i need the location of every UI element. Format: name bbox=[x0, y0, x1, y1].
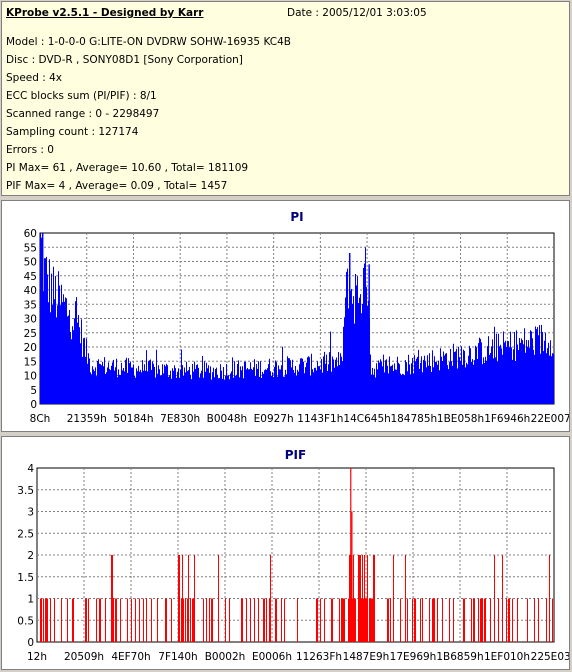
y-tick-label: 55 bbox=[24, 242, 37, 254]
y-tick-label: 35 bbox=[24, 299, 37, 311]
scan-date: Date : 2005/12/01 3:03:05 bbox=[287, 7, 427, 19]
x-tick-label: 1487E9h bbox=[343, 651, 390, 663]
info-ecc-blocks: ECC blocks sum (PI/PIF) : 8/1 bbox=[6, 90, 157, 102]
plot-frame-1 bbox=[36, 467, 555, 643]
y-tick-label: 15 bbox=[24, 356, 37, 368]
info-disc: Disc : DVD-R , SONY08D1 [Sony Corporatio… bbox=[6, 54, 243, 66]
x-tick-label: E0927h bbox=[254, 413, 294, 425]
x-tick-label: 22E007h bbox=[531, 413, 569, 425]
pi-bar-series bbox=[40, 233, 554, 404]
x-tick-label: 1BE058h bbox=[437, 413, 484, 425]
x-tick-label: 4EF70h bbox=[111, 651, 150, 663]
y-tick-label: 4 bbox=[27, 463, 34, 475]
y-tick-label: 2 bbox=[27, 550, 34, 562]
x-tick-label: 21359h bbox=[67, 413, 107, 425]
info-panel: KProbe v2.5.1 - Designed by Karr Date : … bbox=[1, 1, 570, 196]
x-tick-label: 17E969h bbox=[390, 651, 437, 663]
info-pi-summary: PI Max= 61 , Average= 10.60 , Total= 181… bbox=[6, 162, 249, 174]
app-title: KProbe v2.5.1 - Designed by Karr bbox=[6, 7, 204, 19]
y-tick-label: 0 bbox=[27, 637, 34, 649]
pif-bars bbox=[40, 468, 553, 642]
y-tick-label: 30 bbox=[24, 314, 37, 326]
y-tick-label: 45 bbox=[24, 271, 37, 283]
y-tick-label: 20 bbox=[24, 342, 37, 354]
info-model: Model : 1-0-0-0 G:LITE-ON DVDRW SOHW-169… bbox=[6, 36, 291, 48]
y-tick-label: 0.5 bbox=[17, 615, 34, 627]
x-tick-label: 225E03h bbox=[531, 651, 569, 663]
x-tick-label: 20509h bbox=[64, 651, 104, 663]
x-tick-label: 184785h bbox=[390, 413, 437, 425]
plot-area-1 bbox=[36, 467, 555, 643]
x-tick-label: 11263Fh bbox=[296, 651, 342, 663]
y-tick-label: 3.5 bbox=[17, 485, 34, 497]
y-tick-label: 60 bbox=[24, 228, 37, 240]
pi-bars bbox=[40, 233, 554, 404]
x-tick-label: 8Ch bbox=[30, 413, 51, 425]
x-tick-label: 7F140h bbox=[158, 651, 197, 663]
x-tick-label: E0006h bbox=[252, 651, 292, 663]
y-tick-label: 50 bbox=[24, 257, 37, 269]
y-tick-label: 0 bbox=[30, 399, 37, 411]
pi-chart-panel: PI 0 5 10 15 20 25 30 35 40 45 50 55 60 8Ch 21359h 50184… bbox=[1, 200, 570, 432]
x-tick-label: B0002h bbox=[205, 651, 246, 663]
y-tick-label: 1.5 bbox=[17, 572, 34, 584]
chart-title-0: PI bbox=[290, 210, 303, 224]
pif-chart-panel: PIF 0 0.5 1 1.5 2 2.5 3 3.5 4 12h 20509h 4EF70h 7F140… bbox=[1, 436, 570, 670]
plot-area-0 bbox=[39, 232, 555, 405]
x-tick-label: 7E830h bbox=[160, 413, 200, 425]
y-tick-label: 40 bbox=[24, 285, 37, 297]
x-tick-label: 1EF010h bbox=[484, 651, 530, 663]
y-tick-label: 2.5 bbox=[17, 528, 34, 540]
y-tick-label: 25 bbox=[24, 328, 37, 340]
info-errors: Errors : 0 bbox=[6, 144, 54, 156]
x-tick-label: 1F6946h bbox=[484, 413, 530, 425]
y-tick-label: 3 bbox=[27, 507, 34, 519]
pif-chart: PIF 0 0.5 1 1.5 2 2.5 3 3.5 4 12h 20509h 4EF70h 7F140… bbox=[17, 448, 569, 663]
pi-chart: PI 0 5 10 15 20 25 30 35 40 45 50 55 60 8Ch 21359h 50184… bbox=[24, 210, 569, 425]
x-tick-label: 1143F1h bbox=[297, 413, 343, 425]
x-tick-label: 1B6859h bbox=[436, 651, 483, 663]
y-tick-label: 1 bbox=[27, 594, 34, 606]
info-speed: Speed : 4x bbox=[6, 72, 63, 84]
info-scanned-range: Scanned range : 0 - 2298497 bbox=[6, 108, 160, 120]
x-tick-label: B0048h bbox=[207, 413, 248, 425]
chart-title-1: PIF bbox=[285, 448, 306, 462]
y-tick-label: 10 bbox=[24, 371, 37, 383]
x-tick-label: 12h bbox=[27, 651, 47, 663]
y-tick-label: 5 bbox=[30, 385, 37, 397]
info-pif-summary: PIF Max= 4 , Average= 0.09 , Total= 1457 bbox=[6, 180, 228, 192]
info-sampling-count: Sampling count : 127174 bbox=[6, 126, 139, 138]
x-tick-label: 50184h bbox=[113, 413, 153, 425]
x-tick-label: 14C645h bbox=[343, 413, 390, 425]
